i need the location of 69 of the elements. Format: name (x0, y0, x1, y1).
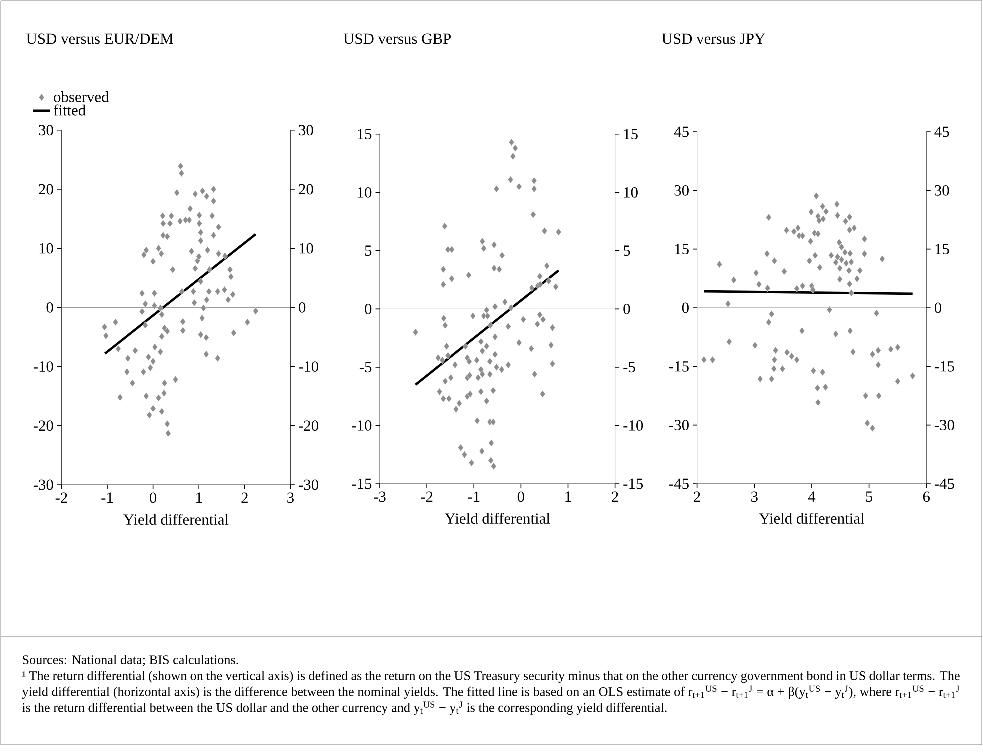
y-tick-label: 20 (39, 184, 54, 195)
x-tick-label: 0 (518, 492, 524, 502)
y-tick-label: 30 (674, 185, 689, 196)
y2-tick-label: -15 (624, 478, 644, 490)
y-tick-label: -30 (34, 480, 54, 490)
y2-tick-label: -20 (299, 420, 318, 432)
chart-title: USD versus EUR/DEM (26, 34, 174, 44)
x-tick-label: 3 (752, 492, 758, 502)
y-tick-label: -10 (34, 362, 54, 372)
y2-tick-label: 10 (300, 243, 314, 254)
legend-label: observed (54, 92, 110, 102)
x-tick-label: 2 (242, 492, 248, 503)
x-tick-label: 2 (612, 492, 618, 502)
y-tick-label: -20 (34, 420, 54, 432)
y-tick-label: 45 (674, 126, 689, 138)
y-tick-label: -5 (360, 362, 372, 373)
y2-tick-label: 0 (934, 302, 942, 314)
x-tick-label: -3 (374, 492, 386, 502)
y2-tick-label: 20 (299, 184, 314, 195)
x-tick-label: -1 (468, 492, 480, 502)
y2-tick-label: 5 (624, 246, 630, 256)
x-tick-label: 3 (288, 492, 294, 504)
x-tick-label: -2 (56, 492, 68, 503)
legend-label: fitted (54, 104, 86, 116)
y2-tick-label: -30 (299, 480, 318, 490)
y-tick-label: 0 (682, 302, 689, 314)
x-tick-label: 2 (694, 492, 700, 502)
x-tick-label: 5 (866, 492, 873, 502)
source-note: Sources: National data; BIS calculations. (23, 655, 238, 666)
x-tick-label: 6 (923, 492, 930, 502)
y2-tick-label: 30 (935, 185, 950, 196)
y2-tick-label: -5 (624, 362, 636, 373)
y2-tick-label: 15 (624, 129, 638, 140)
y-tick-label: 0 (46, 302, 54, 313)
x-tick-label: -2 (421, 492, 433, 502)
x-tick-label: 0 (150, 492, 157, 504)
y-tick-label: 0 (365, 304, 372, 314)
x-axis-title: Yield differential (445, 513, 550, 524)
y2-tick-label: -30 (934, 420, 954, 431)
y2-tick-label: 0 (624, 304, 630, 314)
x-axis-title: Yield differential (759, 512, 864, 524)
x-tick-label: 1 (196, 492, 202, 503)
y2-tick-label: 45 (934, 126, 950, 138)
text: ¹ The return differential (shown on the vertical axis) is defined as the return on the US Treasury security minus that on the other currency government bond in US dollar terms. The yield differential (horizontal axis) is the difference between the nominal yields. The fitted line is based on an OLS estimate of r$_{t+1}$$^{US}$ − r$_{t+1}$$^{J}$ = α + β(y$_{t}$$^{US}$ − y$_{t}$$^{J}$), where r$_{t+1}$$^{US}$ − r$_{t+1}$J is the return differential between the US dollar and the other currency and y$_{t}$$^{US}$ − y$_{t}$$^{J}$ is the corresponding yield differential. (22, 670, 960, 715)
y-tick-label: -10 (352, 420, 372, 431)
y2-tick-label: 15 (936, 244, 950, 254)
y2-tick-label: 10 (624, 187, 638, 198)
y2-tick-label: -10 (624, 420, 644, 431)
y-tick-label: 10 (40, 243, 54, 254)
y-tick-label: -45 (670, 478, 689, 490)
y2-tick-label: -10 (299, 362, 318, 372)
y-tick-label: 5 (365, 246, 372, 256)
y-tick-label: 15 (358, 129, 372, 140)
y-tick-label: 30 (39, 125, 54, 136)
chart-title: USD versus GBP (344, 34, 452, 44)
y2-tick-label: -15 (934, 361, 954, 372)
y-tick-label: -15 (352, 478, 372, 490)
y-tick-label: -30 (670, 420, 689, 431)
y-tick-label: -15 (670, 361, 689, 372)
x-axis-title: Yield differential (124, 514, 229, 526)
x-tick-label: 4 (808, 492, 816, 502)
y-tick-label: 15 (675, 244, 689, 254)
y-tick-label: 10 (358, 187, 372, 198)
y2-tick-label: -45 (934, 478, 954, 490)
x-tick-label: 1 (566, 492, 572, 502)
y2-tick-label: 30 (299, 125, 314, 136)
y2-tick-label: 0 (299, 302, 306, 313)
x-tick-label: -1 (102, 492, 114, 503)
chart-title: USD versus JPY (662, 34, 766, 44)
